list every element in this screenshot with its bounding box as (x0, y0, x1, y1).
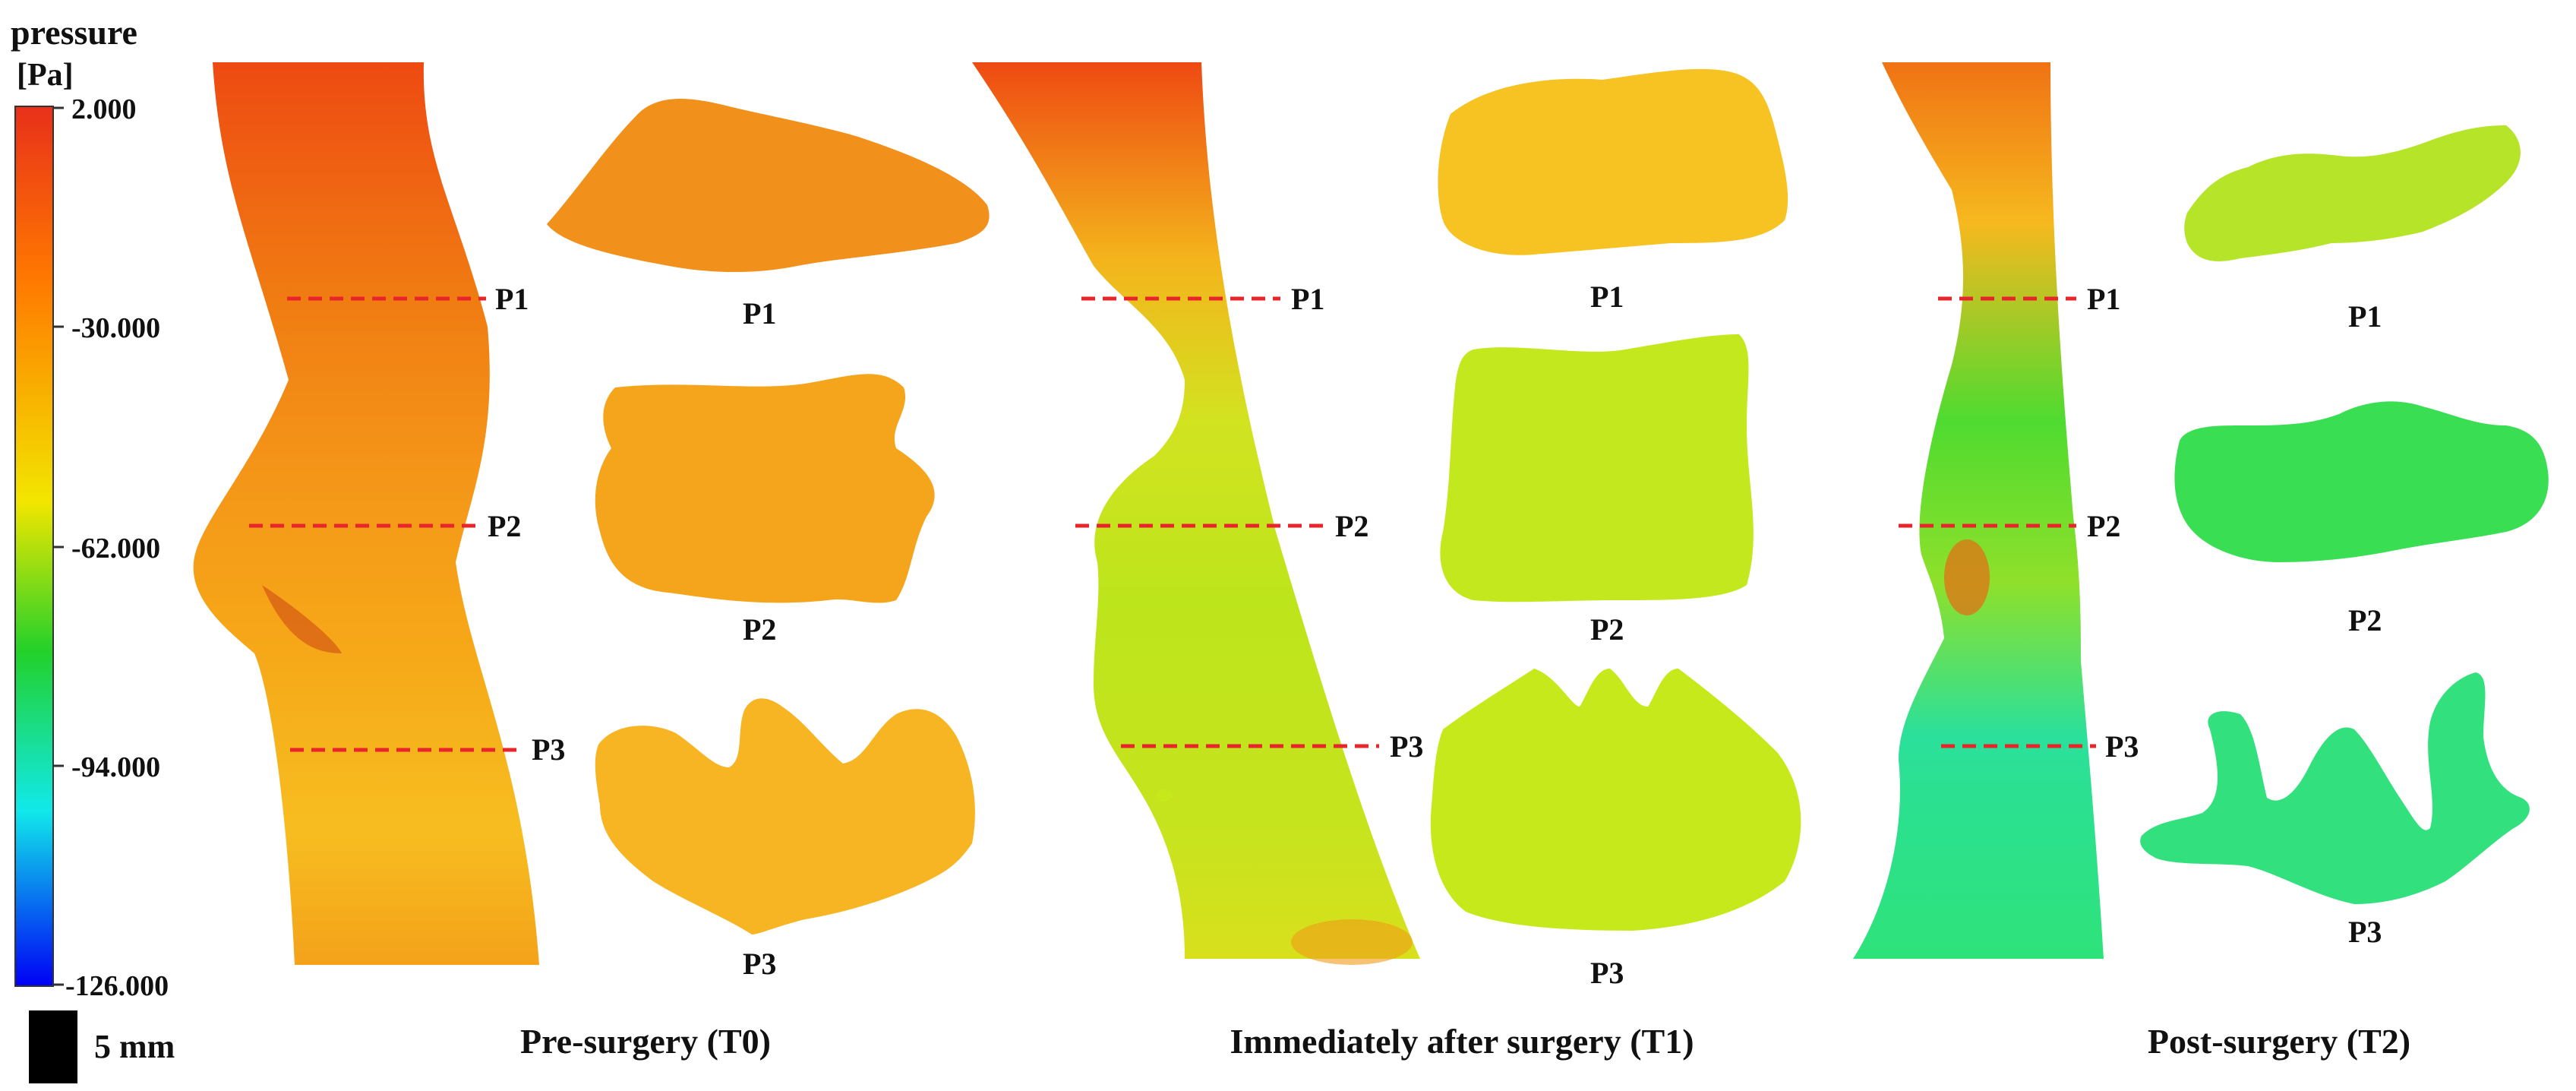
slice-label-t0-p3: P3 (743, 947, 776, 981)
slice-label-t1-p2: P2 (1590, 612, 1624, 647)
cross-section-t0-p1 (547, 99, 990, 273)
legend-tick-label: -30.000 (71, 312, 160, 344)
cross-section-t2-p3 (2140, 672, 2530, 904)
slice-label-t1-p1: P1 (1590, 280, 1624, 314)
legend-tick-label: 2.000 (71, 93, 137, 125)
airway-model-t1 (972, 62, 1420, 959)
cross-section-t0-p3 (595, 698, 975, 934)
panel-post-surgery: P1 P2 P3 P1 P2 P3 Post-surgery (T2) (1853, 62, 2549, 1061)
slice-label-t0-p1: P1 (743, 296, 776, 330)
airway-model-t2 (1853, 62, 2104, 959)
airway-shading-t2 (1944, 539, 1990, 615)
slice-label-t2-p1: P1 (2348, 299, 2382, 334)
slice-label-t0-p2: P2 (743, 612, 776, 647)
section-marker-p2: P2 (1335, 509, 1368, 543)
panel-pre-surgery: P1 P2 P3 P1 P2 P3 Pre-surgery (T0) (193, 62, 990, 1061)
cross-section-t0-p2 (595, 374, 935, 603)
legend-unit: [Pa] (17, 58, 74, 93)
section-marker-p3: P3 (1390, 729, 1423, 764)
panel-title-t2: Post-surgery (T2) (2148, 1022, 2410, 1061)
panel-title-t0: Pre-surgery (T0) (520, 1022, 771, 1061)
color-legend: pressure [Pa] 2.000 -30.000 -62.000 -94.… (11, 13, 169, 1002)
slice-label-t1-p3: P3 (1590, 956, 1624, 990)
scale-bar-swatch (29, 1010, 77, 1083)
panel-title-t1: Immediately after surgery (T1) (1230, 1022, 1694, 1061)
cross-section-t1-p3 (1430, 669, 1801, 931)
section-marker-p2: P2 (488, 509, 521, 543)
legend-tick-label: -62.000 (71, 533, 160, 564)
airway-shading-t0 (262, 585, 342, 653)
cross-section-t1-p1 (1438, 68, 1788, 255)
legend-tick-label: -94.000 (71, 751, 160, 783)
legend-tick-label: -126.000 (65, 970, 169, 1002)
section-marker-p3: P3 (532, 732, 565, 767)
scale-bar-label: 5 mm (94, 1028, 175, 1065)
section-marker-p1: P1 (1291, 282, 1324, 316)
section-marker-p3: P3 (2105, 729, 2139, 764)
scale-bar: 5 mm (29, 1010, 175, 1083)
panel-immediately-after-surgery: P1 P2 P3 P1 P2 P3 Immediately after surg… (972, 62, 1801, 1061)
section-marker-p1: P1 (2087, 282, 2120, 316)
legend-title: pressure (11, 13, 137, 52)
legend-colorbar (14, 106, 54, 987)
slice-label-t2-p2: P2 (2348, 603, 2382, 637)
slice-label-t2-p3: P3 (2348, 915, 2382, 949)
section-marker-p1: P1 (495, 282, 529, 316)
cross-section-t2-p1 (2184, 125, 2521, 261)
airway-model-t0 (193, 62, 539, 965)
section-marker-p2: P2 (2087, 509, 2120, 543)
airway-fragment-t1 (1157, 789, 1172, 802)
airway-shading-t1 (1291, 919, 1413, 965)
cross-section-t1-p2 (1440, 334, 1754, 602)
cross-section-t2-p2 (2174, 401, 2549, 562)
